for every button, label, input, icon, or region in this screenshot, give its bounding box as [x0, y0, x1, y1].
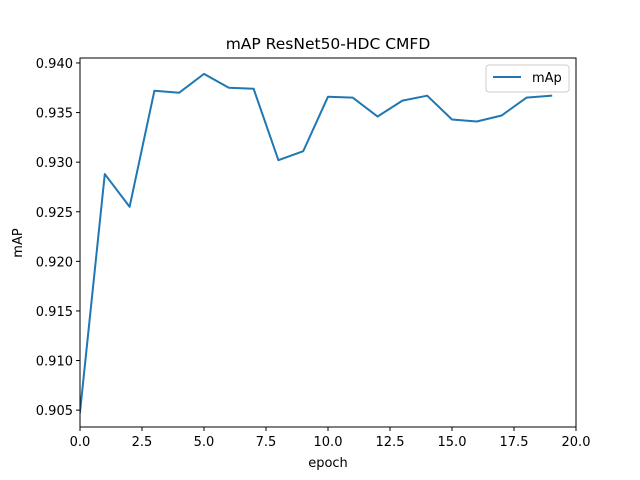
x-axis: 0.0 2.5 5.0 7.5 10.0 12.5 15.0 17.5 20.0 — [70, 427, 591, 450]
y-tick-label: 0.925 — [36, 206, 73, 221]
x-axis-label: epoch — [308, 456, 348, 471]
chart-title: mAP ResNet50-HDC CMFD — [226, 35, 431, 53]
y-tick-label: 0.915 — [36, 305, 73, 320]
x-tick-label: 20.0 — [562, 435, 591, 450]
x-tick-label: 12.5 — [376, 435, 405, 450]
y-tick-label: 0.935 — [36, 107, 73, 122]
y-tick-label: 0.920 — [36, 255, 73, 270]
x-tick-label: 10.0 — [314, 435, 343, 450]
y-tick-label: 0.910 — [36, 355, 73, 370]
series-line-map — [80, 72, 553, 414]
x-tick-label: 5.0 — [194, 435, 215, 450]
legend-label: mAp — [532, 71, 562, 86]
x-tick-label: 0.0 — [70, 435, 91, 450]
y-tick-label: 0.930 — [36, 156, 73, 171]
y-tick-label: 0.940 — [36, 57, 73, 72]
x-tick-label: 2.5 — [132, 435, 153, 450]
y-axis-label: mAP — [11, 228, 26, 258]
x-tick-label: 17.5 — [500, 435, 529, 450]
legend: mAp — [485, 64, 570, 93]
x-tick-label: 7.5 — [256, 435, 277, 450]
y-tick-label: 0.905 — [36, 404, 73, 419]
legend-box — [485, 64, 570, 93]
y-axis: 0.905 0.910 0.915 0.920 0.925 0.930 0.935 0.940 — [36, 57, 80, 419]
x-tick-label: 15.0 — [438, 435, 467, 450]
